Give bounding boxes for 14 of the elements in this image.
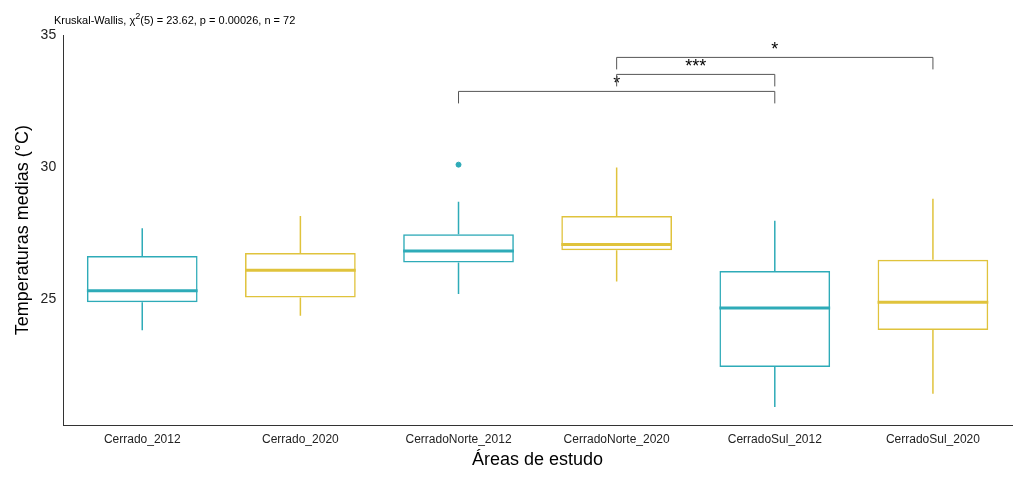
x-tick-label: Cerrado_2020	[262, 431, 340, 446]
y-tick-label: 30	[40, 157, 57, 174]
y-axis-title: Temperaturas medias (°C)	[11, 125, 32, 336]
y-tick-label: 35	[40, 26, 57, 43]
x-tick-label: Cerrado_2012	[103, 431, 181, 446]
annotation: ***	[685, 56, 707, 77]
x-axis-title: Áreas de estudo	[472, 449, 604, 470]
annotation: *	[771, 39, 779, 60]
x-tick-label: CerradoSul_2020	[885, 431, 981, 446]
x-tick-label: CerradoNorte_2020	[563, 431, 671, 446]
x-tick-label: CerradoSul_2012	[727, 431, 823, 446]
chart-title: Kruskal-Wallis, χ$^{2}$(5) = 23.62, p = 0.00026, n = 72	[54, 10, 297, 26]
x-tick-label: CerradoNorte_2012	[405, 431, 512, 446]
y-tick-label: 25	[40, 289, 57, 306]
